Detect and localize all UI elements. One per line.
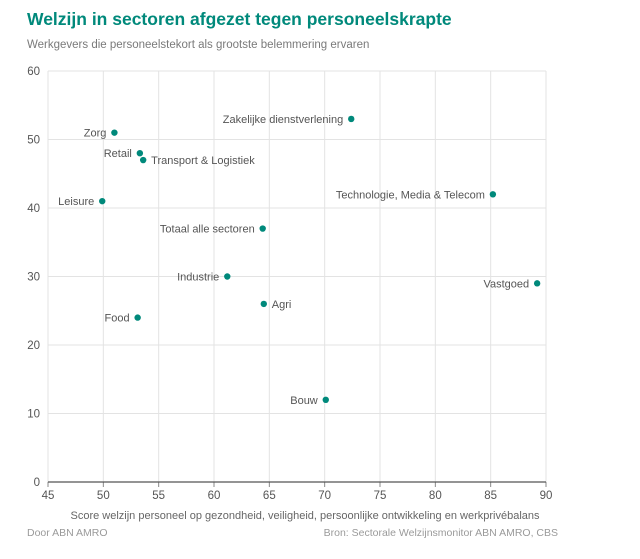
- y-tick-label: 20: [27, 340, 40, 352]
- y-tick-label: 30: [27, 272, 40, 284]
- data-point-label: Retail: [104, 148, 132, 160]
- x-tick-label: 80: [429, 490, 442, 502]
- y-tick-label: 50: [27, 135, 40, 147]
- x-tick-label: 90: [540, 490, 553, 502]
- data-point-label: Food: [105, 313, 130, 325]
- data-point-label: Vastgoed: [483, 278, 529, 290]
- x-tick-label: 65: [263, 490, 276, 502]
- data-point: [489, 191, 497, 198]
- y-tick-label: 60: [27, 66, 40, 78]
- x-tick-label: 45: [42, 490, 55, 502]
- x-tick-label: 60: [208, 490, 221, 502]
- data-point: [134, 314, 141, 321]
- data-point: [224, 273, 231, 280]
- data-point: [99, 197, 106, 205]
- footer-author: Door ABN AMRO: [27, 527, 108, 539]
- data-point-label: Industrie: [177, 272, 219, 284]
- data-point: [111, 129, 118, 136]
- data-point-label: Zorg: [84, 128, 107, 140]
- data-point: [136, 150, 144, 157]
- data-point: [139, 156, 147, 164]
- x-tick-label: 50: [97, 490, 110, 502]
- data-points: [99, 115, 541, 403]
- data-point-label: Zakelijke dienstverlening: [223, 114, 343, 126]
- x-tick-label: 85: [484, 490, 497, 502]
- data-point: [322, 396, 329, 403]
- y-tick-label: 40: [27, 203, 40, 215]
- x-tick-label: 55: [152, 490, 165, 502]
- chart-title: Welzijn in sectoren afgezet tegen person…: [27, 9, 452, 29]
- x-tick-label: 70: [318, 490, 331, 502]
- data-point-label: Totaal alle sectoren: [160, 224, 255, 236]
- x-tick-label: 75: [374, 490, 387, 502]
- data-point: [260, 300, 267, 308]
- grid-lines: [47, 70, 547, 482]
- data-point-label: Bouw: [290, 395, 318, 407]
- y-tick-label: 0: [34, 477, 40, 489]
- data-point-label: Technologie, Media & Telecom: [336, 189, 485, 201]
- point-labels: Zakelijke dienstverlening Zorg Retail Trans…: [58, 114, 529, 407]
- data-point: [533, 280, 541, 287]
- data-point-label: Agri: [272, 299, 292, 311]
- axes: 0 10 20 30 40 50 60 45 50 55 60 65 70 75 80 85 90: [27, 66, 552, 502]
- data-point: [348, 115, 355, 123]
- chart-subtitle: Werkgevers die personeelstekort als groo…: [27, 39, 370, 51]
- y-tick-label: 10: [27, 409, 40, 421]
- x-axis-label: Score welzijn personeel op gezondheid, v…: [71, 510, 540, 522]
- data-point-label: Transport & Logistiek: [151, 155, 255, 167]
- data-point-label: Leisure: [58, 196, 94, 208]
- footer-source: Bron: Sectorale Welzijnsmonitor ABN AMRO…: [323, 527, 558, 539]
- data-point: [259, 225, 266, 232]
